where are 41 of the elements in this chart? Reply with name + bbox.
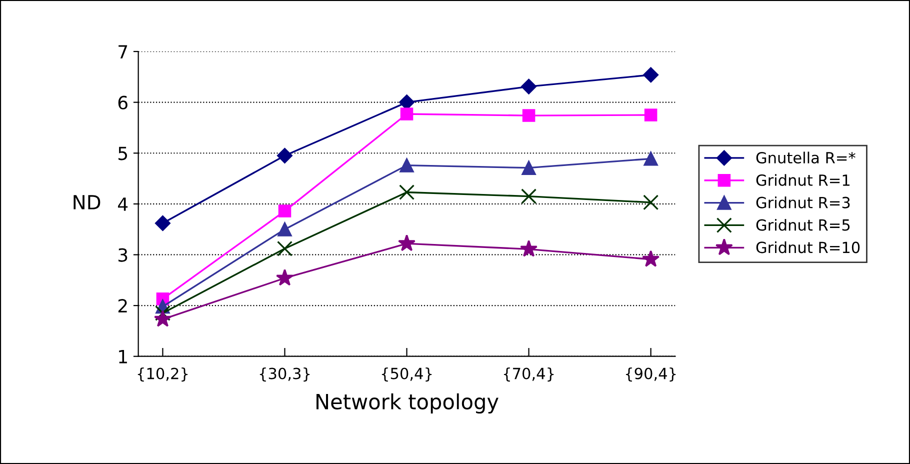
y-tick-label: 7	[118, 45, 128, 58]
legend-label: Gridnut R=1	[756, 174, 850, 186]
point	[643, 67, 659, 83]
point	[400, 108, 414, 120]
x-tick-label: {90,4}	[626, 367, 676, 382]
point	[644, 108, 658, 122]
point	[521, 188, 537, 204]
y-tick-label: 5	[118, 146, 128, 160]
point	[276, 268, 294, 286]
y-tick-label: 2	[118, 299, 127, 312]
x-tick-label: {50,4}	[382, 367, 432, 382]
legend-label: Gridnut R=3	[756, 196, 850, 208]
point	[276, 240, 293, 256]
x-axis-title: Network topology	[316, 393, 498, 414]
point	[400, 158, 414, 172]
point	[398, 234, 416, 252]
point	[154, 310, 172, 327]
point	[644, 152, 658, 166]
point	[278, 204, 292, 218]
y-tick-label: 6	[118, 96, 128, 110]
point	[522, 160, 536, 175]
legend-label: Gridnut R=10	[756, 241, 860, 254]
point	[154, 305, 171, 321]
y-axis-title: ND	[74, 195, 100, 210]
point	[277, 148, 292, 164]
legend-label: Gnutella R=*	[756, 152, 856, 164]
point	[642, 250, 660, 267]
x-tick-label: {70,4}	[504, 367, 554, 382]
point	[278, 222, 292, 236]
x-tick-label: {30,3}	[260, 367, 310, 382]
y-tick-label: 4	[118, 198, 128, 211]
y-tick-label: 3	[118, 248, 128, 262]
y-tick-label: 1	[119, 350, 127, 364]
point	[398, 184, 415, 200]
point	[522, 109, 536, 122]
point	[520, 240, 538, 257]
point	[155, 216, 170, 231]
x-tick-label: {10,2}	[138, 367, 188, 382]
legend-label: Gridnut R=5	[756, 218, 850, 231]
point	[643, 194, 659, 210]
point	[521, 78, 537, 94]
